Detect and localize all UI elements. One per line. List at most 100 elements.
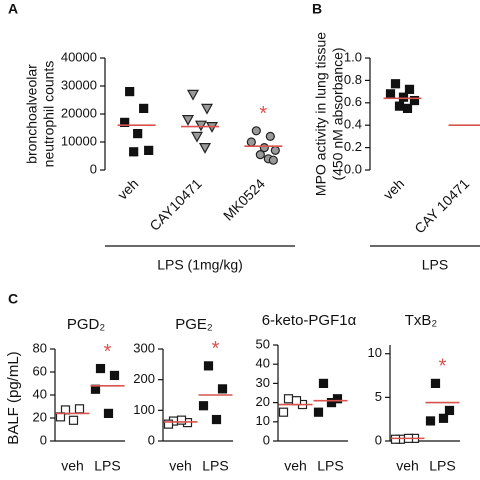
data-point (181, 114, 195, 126)
data-point (318, 378, 329, 388)
y-tick-label: 0.4 (344, 117, 362, 132)
data-point (270, 145, 280, 155)
x-tick-label: LPS (429, 458, 455, 474)
y-tick-label: 20 (256, 394, 270, 409)
data-point (125, 86, 135, 97)
data-point (430, 378, 441, 388)
y-tick-label: 200 (133, 371, 155, 386)
data-point (109, 370, 120, 381)
y-tick-label: 30000 (61, 77, 97, 92)
y-tick-label: 80 (33, 340, 47, 355)
data-point (139, 103, 149, 114)
x-tick-label: veh (380, 175, 407, 202)
data-point (95, 363, 106, 374)
data-point (291, 396, 302, 406)
data-point (404, 84, 415, 94)
y-tick-label: 0 (263, 432, 270, 447)
data-point (438, 413, 449, 423)
y-tick-label: 20000 (61, 105, 97, 120)
data-point (385, 89, 396, 99)
data-point (268, 155, 278, 165)
y-axis-label: (450 nM absorbance) (330, 47, 346, 180)
data-point (265, 131, 275, 141)
y-axis-label: bronchoalveolar (24, 64, 40, 164)
data-point (186, 89, 200, 101)
data-point (444, 405, 455, 416)
group-label: LPS (422, 257, 448, 273)
y-tick-label: 0.2 (344, 139, 362, 154)
significance-mark: * (104, 341, 112, 363)
x-tick-label: CAY 10471 (411, 175, 472, 236)
data-point (390, 434, 401, 444)
data-point (103, 408, 114, 418)
y-tick-label: 30 (256, 375, 270, 390)
data-point (190, 131, 204, 143)
x-tick-label: LPS (202, 458, 228, 474)
y-tick-label: 40 (33, 386, 47, 401)
data-point (194, 120, 208, 132)
data-point (198, 143, 212, 154)
y-tick-label: 60 (33, 363, 47, 378)
x-tick-label: MK0524 (220, 175, 268, 223)
x-tick-label: CAY10471 (146, 175, 205, 234)
y-tick-label: 0.6 (344, 94, 362, 109)
y-tick-label: 0.8 (344, 72, 362, 87)
data-point (313, 407, 324, 417)
y-tick-label: 10000 (61, 133, 97, 148)
panel-title: 6-keto-PGF1α (262, 312, 357, 329)
y-tick-label: 1.0 (344, 49, 362, 64)
y-axis-label: neutrophil counts (41, 61, 57, 168)
x-tick-label: veh (396, 458, 419, 474)
data-point (278, 407, 289, 417)
y-tick-label: 20 (33, 409, 47, 424)
y-tick-label: 300 (133, 340, 155, 355)
data-point (255, 150, 265, 160)
y-tick-label: 0 (375, 432, 382, 447)
data-point (198, 401, 209, 411)
data-point (203, 361, 214, 371)
panel-title: PGD₂ (67, 316, 106, 333)
data-point (402, 103, 413, 114)
data-point (390, 79, 401, 89)
group-label: LPS (1mg/kg) (157, 257, 243, 273)
panel-title: TxB₂ (405, 312, 438, 329)
significance-mark: * (259, 103, 267, 125)
y-tick-label: 0.0 (344, 161, 362, 176)
panel-label: A (8, 1, 18, 17)
data-point (133, 129, 143, 139)
significance-mark: * (212, 338, 220, 360)
data-point (163, 419, 174, 429)
data-point (176, 415, 187, 425)
y-tick-label: 40000 (61, 49, 97, 64)
y-tick-label: 10 (256, 413, 270, 428)
y-tick-label: 10 (368, 345, 382, 360)
data-point (68, 415, 79, 425)
x-tick-label: veh (61, 458, 84, 474)
x-tick-label: veh (284, 458, 307, 474)
data-point (120, 117, 130, 128)
data-point (129, 147, 139, 157)
data-point (144, 145, 154, 155)
y-axis-label: BALF (pg/mL) (5, 351, 22, 444)
x-tick-label: veh (169, 458, 192, 474)
data-point (246, 137, 256, 147)
panel-title: PGE₂ (175, 316, 213, 333)
x-tick-label: veh (114, 175, 141, 202)
data-point (74, 404, 85, 414)
x-tick-label: LPS (317, 458, 343, 474)
panel-label: B (312, 1, 322, 17)
data-point (251, 126, 261, 136)
significance-mark: * (439, 356, 447, 378)
data-point (398, 92, 409, 102)
x-tick-label: LPS (94, 458, 120, 474)
panel-label: C (8, 291, 18, 307)
y-axis-label: MPO activity in lung tissue (313, 32, 329, 196)
y-tick-label: 40 (256, 356, 270, 371)
data-point (200, 103, 214, 115)
y-tick-label: 0 (90, 161, 97, 176)
data-point (409, 95, 420, 106)
y-tick-label: 0 (40, 432, 47, 447)
data-point (425, 416, 436, 426)
y-tick-label: 100 (133, 402, 155, 417)
